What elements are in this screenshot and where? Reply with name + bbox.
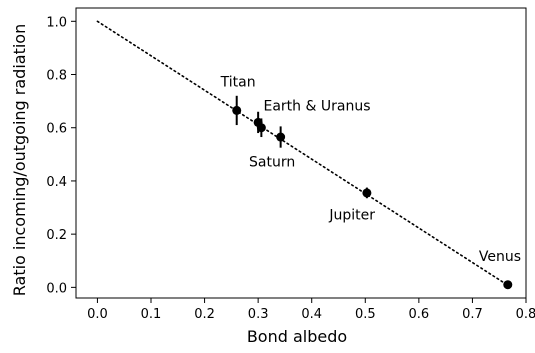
axes-layer: 0.0 0.1 0.2 0.3 0.4 0.5 0.6 0.7 0.8 0.0 0.2 0.4 0.6 0… — [46, 7, 535, 322]
data-point-4 — [362, 188, 372, 198]
y-tick-label-1: 0.2 — [46, 228, 67, 243]
x-tick-label-3: 0.3 — [248, 307, 269, 322]
y-tick-label-2: 0.4 — [46, 175, 67, 190]
data-point-5 — [503, 280, 513, 290]
x-tick-label-5: 0.5 — [355, 307, 376, 322]
reference-line-layer — [96, 20, 509, 287]
annotations-layer: Titan Earth & Uranus Saturn Jupiter Venus — [220, 74, 521, 264]
x-tick-label-0: 0.0 — [87, 307, 108, 322]
annotation-0: Titan — [220, 74, 256, 90]
data-point-2 — [256, 123, 266, 133]
y-tick-label-0: 0.0 — [46, 281, 67, 296]
data-points-layer — [232, 95, 513, 290]
y-tick-label-3: 0.6 — [46, 122, 67, 137]
annotation-3: Jupiter — [328, 208, 375, 224]
y-tick-label-5: 1.0 — [46, 15, 67, 30]
plot-frame — [75, 7, 527, 299]
x-tick-label-4: 0.4 — [301, 307, 322, 322]
annotation-1: Earth & Uranus — [264, 98, 371, 114]
x-tick-label-2: 0.2 — [194, 307, 215, 322]
y-axis-label: Ratio incoming/outgoing radiation — [10, 24, 29, 296]
annotation-4: Venus — [479, 249, 521, 265]
x-tick-label-8: 0.8 — [516, 307, 535, 322]
y-tick-label-4: 0.8 — [46, 69, 67, 84]
data-point-0 — [232, 105, 242, 115]
x-axis-label: Bond albedo — [247, 327, 347, 346]
x-tick-label-6: 0.6 — [409, 307, 430, 322]
reference-line — [96, 20, 509, 287]
x-tick-label-1: 0.1 — [141, 307, 162, 322]
annotation-2: Saturn — [249, 154, 295, 170]
x-tick-label-7: 0.7 — [462, 307, 483, 322]
data-point-3 — [276, 132, 286, 142]
